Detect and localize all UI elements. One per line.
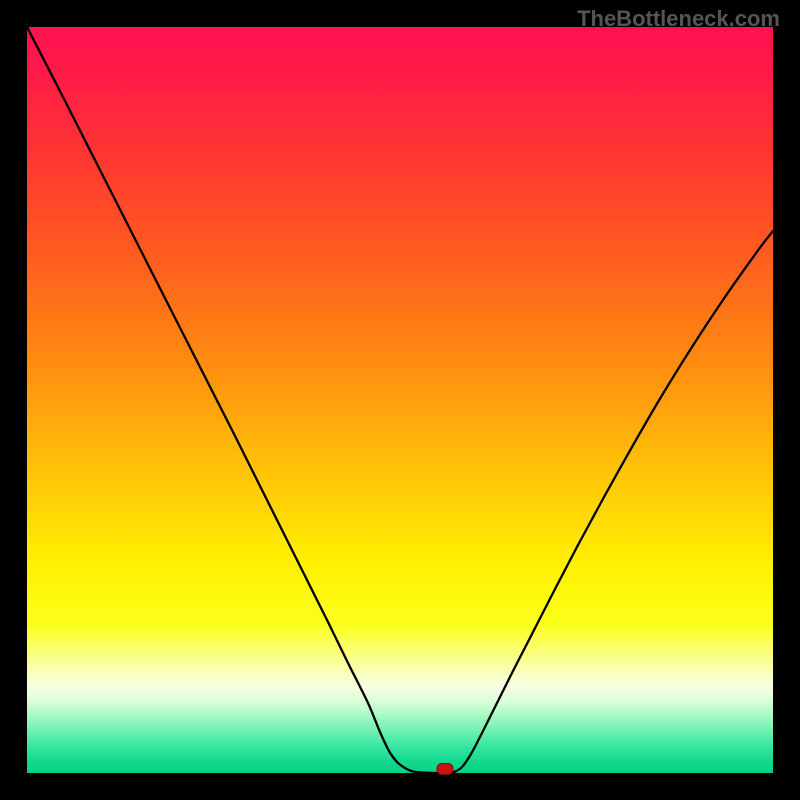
optimum-marker: [436, 763, 454, 776]
plot-area: [27, 27, 773, 773]
bottleneck-curve: [27, 27, 773, 773]
